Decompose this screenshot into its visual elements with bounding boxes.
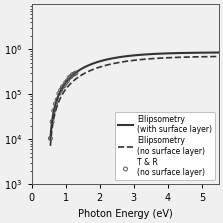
T & R
(no surface layer): [50, 120, 54, 123]
Ellipsometry
(no surface layer): [217, 55, 220, 58]
Ellipsometry
(with surface layer): [66, 79, 68, 82]
T & R
(no surface layer): [60, 85, 64, 89]
T & R
(no surface layer): [74, 71, 78, 75]
Line: Ellipsometry
(no surface layer): Ellipsometry (no surface layer): [50, 56, 219, 146]
Ellipsometry
(with surface layer): [78, 69, 80, 72]
T & R
(no surface layer): [59, 89, 62, 92]
Legend: Ellipsometry
(with surface layer), Ellipsometry
(no surface layer), T & R
(no su: Ellipsometry (with surface layer), Ellip…: [115, 112, 215, 180]
T & R
(no surface layer): [64, 81, 68, 85]
X-axis label: Photon Energy (eV): Photon Energy (eV): [78, 209, 173, 219]
Ellipsometry
(no surface layer): [66, 86, 68, 89]
Ellipsometry
(no surface layer): [49, 145, 52, 147]
T & R
(no surface layer): [71, 73, 74, 76]
Ellipsometry
(with surface layer): [49, 138, 52, 140]
T & R
(no surface layer): [67, 76, 71, 80]
Ellipsometry
(with surface layer): [207, 51, 210, 54]
Ellipsometry
(with surface layer): [217, 51, 220, 54]
T & R
(no surface layer): [69, 75, 73, 78]
Ellipsometry
(with surface layer): [142, 53, 145, 56]
Ellipsometry
(no surface layer): [78, 75, 80, 78]
Line: Ellipsometry
(with surface layer): Ellipsometry (with surface layer): [50, 53, 219, 139]
T & R
(no surface layer): [57, 92, 61, 95]
Ellipsometry
(no surface layer): [142, 58, 145, 61]
T & R
(no surface layer): [49, 137, 52, 140]
T & R
(no surface layer): [72, 72, 76, 76]
T & R
(no surface layer): [66, 79, 69, 83]
Ellipsometry
(no surface layer): [207, 55, 210, 58]
T & R
(no surface layer): [62, 84, 66, 87]
T & R
(no surface layer): [52, 109, 56, 112]
Ellipsometry
(no surface layer): [169, 56, 171, 59]
T & R
(no surface layer): [54, 102, 57, 106]
Ellipsometry
(with surface layer): [169, 52, 171, 55]
T & R
(no surface layer): [55, 98, 59, 101]
Ellipsometry
(no surface layer): [82, 72, 85, 75]
Ellipsometry
(with surface layer): [82, 66, 85, 69]
